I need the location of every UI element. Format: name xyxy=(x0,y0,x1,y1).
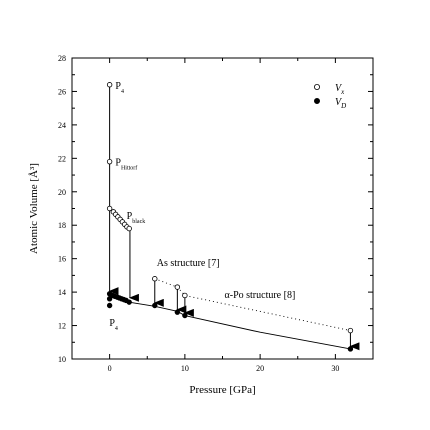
y-tick-label: 28 xyxy=(58,54,66,63)
legend-vx-marker xyxy=(313,84,320,91)
x-tick-label: 10 xyxy=(181,364,189,373)
legend-label: Vx xyxy=(335,83,345,96)
y-axis-title: Atomic Volume [Å³] xyxy=(28,163,40,254)
vd-point xyxy=(347,346,354,352)
y-tick-label: 10 xyxy=(58,355,66,364)
y-tick-label: 24 xyxy=(58,121,66,130)
legend-label: VD xyxy=(335,97,346,110)
vx-point xyxy=(174,284,181,290)
x-axis-title: Pressure [GPa] xyxy=(189,384,255,396)
annotation-label: P4 xyxy=(109,318,118,332)
vx-point xyxy=(126,225,132,232)
annotation-label: P4 xyxy=(115,81,124,95)
y-tick-label: 18 xyxy=(58,221,66,230)
x-tick-label: 0 xyxy=(108,364,112,373)
y-tick-label: 20 xyxy=(58,188,66,197)
plot-frame xyxy=(71,57,374,360)
vx-point xyxy=(182,292,188,299)
vx-point xyxy=(347,327,354,334)
vd-point xyxy=(106,302,113,309)
annotation-label: α-Po structure [8] xyxy=(225,290,296,301)
vx-dotted-line xyxy=(154,278,351,332)
vd-point xyxy=(152,302,158,309)
vx-point xyxy=(152,276,158,282)
vd-point xyxy=(174,309,181,315)
vx-point xyxy=(106,82,113,88)
x-tick-label: 30 xyxy=(331,364,339,373)
y-tick-label: 26 xyxy=(58,87,66,96)
y-tick-label: 22 xyxy=(58,154,66,163)
vx-point xyxy=(106,158,113,165)
vd-point xyxy=(126,299,132,305)
y-tick-label: 12 xyxy=(58,322,66,331)
vd-point xyxy=(182,312,188,319)
x-tick-label: 20 xyxy=(256,364,264,373)
annotation-label: Pblack xyxy=(127,211,146,225)
y-tick-label: 14 xyxy=(58,288,66,297)
legend-vd-marker xyxy=(313,98,320,105)
annotation-label: PHittorf xyxy=(115,158,137,172)
annotation-label: As structure [7] xyxy=(157,258,220,269)
vd-point xyxy=(106,296,113,302)
vd-trend-line xyxy=(109,293,351,350)
y-tick-label: 16 xyxy=(58,255,66,264)
vx-point xyxy=(106,205,113,212)
